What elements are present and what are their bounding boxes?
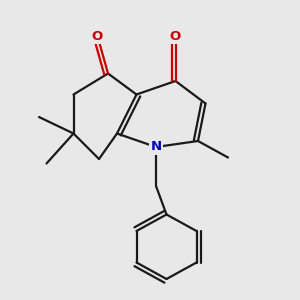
Text: N: N <box>150 140 162 154</box>
Text: O: O <box>92 29 103 43</box>
Text: O: O <box>170 29 181 43</box>
